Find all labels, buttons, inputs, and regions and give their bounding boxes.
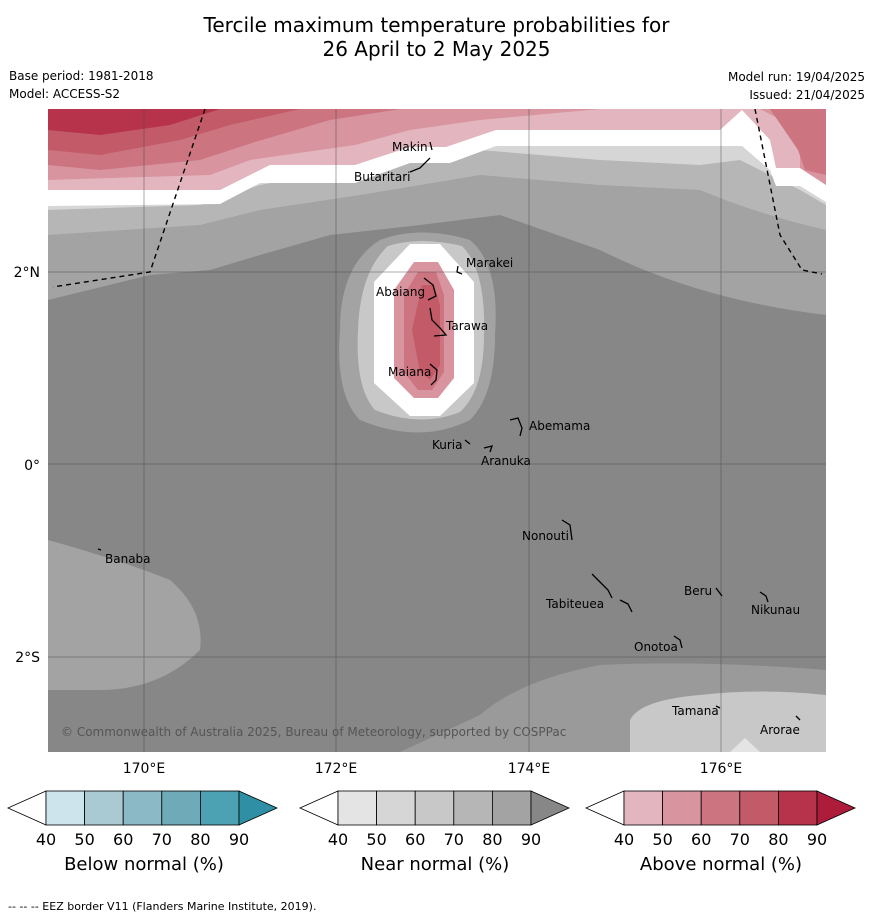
place-label: Butaritari xyxy=(354,170,411,184)
map-title-line1: Tercile maximum temperature probabilitie… xyxy=(203,13,670,37)
colorbar-segment xyxy=(161,790,201,826)
place-label: Tabiteuea xyxy=(545,597,604,611)
above-normal-70-east xyxy=(770,109,826,175)
lon-label: 174°E xyxy=(508,761,551,777)
banaba-lighter-area xyxy=(48,540,201,690)
colorbar-segment xyxy=(414,790,455,826)
colorbar-tick-label: 80 xyxy=(482,830,502,849)
place-label: Tamana xyxy=(671,704,719,718)
lat-label: 2°N xyxy=(14,265,40,281)
colorbar-tick-label: 60 xyxy=(691,830,711,849)
lat-label: 2°S xyxy=(15,650,40,666)
place-label: Onotoa xyxy=(634,640,678,654)
above-normal-90-band xyxy=(48,109,220,135)
lat-label: 0° xyxy=(24,458,40,474)
colorbar-tick-label: 50 xyxy=(652,830,672,849)
colorbar-tick-label: 50 xyxy=(74,830,94,849)
colorbar-tick-label: 50 xyxy=(366,830,386,849)
colorbar-tick-label: 40 xyxy=(328,830,348,849)
place-label: Kuria xyxy=(432,438,463,452)
eez-border-west xyxy=(52,109,206,288)
map-area: Makin Butaritari Marakei Abaiang Tarawa … xyxy=(48,109,826,752)
graticule xyxy=(48,109,826,752)
map-title-line2: 26 April to 2 May 2025 xyxy=(322,37,551,61)
eez-footnote: -- -- -- EEZ border V11 (Flanders Marine… xyxy=(8,900,317,913)
colorbar-extend-low xyxy=(299,790,339,826)
lon-label: 176°E xyxy=(700,761,743,777)
colorbar-extend-high xyxy=(238,790,278,826)
colorbar-segment xyxy=(45,790,85,826)
colorbar-segment xyxy=(700,790,741,826)
place-label: Aranuka xyxy=(481,454,531,468)
colorbar-near-normal: 40 50 60 70 80 90 xyxy=(299,790,570,849)
place-labels: Makin Butaritari Marakei Abaiang Tarawa … xyxy=(105,140,800,737)
colorbar-segment xyxy=(739,790,779,826)
colorbar-segment xyxy=(778,790,818,826)
colorbar-segment xyxy=(376,790,416,826)
colorbar-label-near: Near normal (%) xyxy=(360,854,510,875)
colorbar-tick-label: 90 xyxy=(807,830,827,849)
place-label: Nikunau xyxy=(751,603,800,617)
eez-border-east xyxy=(754,109,823,275)
colorbar-segment xyxy=(122,790,163,826)
colorbar-label-below: Below normal (%) xyxy=(64,854,224,875)
issued-date: Issued: 21/04/2025 xyxy=(749,88,865,102)
lon-label: 170°E xyxy=(123,761,166,777)
colorbar-segment xyxy=(84,790,124,826)
colorbar-above-normal: 40 50 60 70 80 90 xyxy=(585,790,856,849)
base-period: Base period: 1981-2018 xyxy=(9,69,154,83)
place-label: Marakei xyxy=(466,256,513,270)
colorbar-tick-label: 60 xyxy=(405,830,425,849)
copyright-text: © Commonwealth of Australia 2025, Bureau… xyxy=(61,725,566,739)
model-run: Model run: 19/04/2025 xyxy=(727,70,865,84)
colorbar-segment xyxy=(199,790,240,826)
colorbar-tick-label: 70 xyxy=(730,830,750,849)
model-name: Model: ACCESS-S2 xyxy=(9,87,121,101)
colorbar-tick-label: 90 xyxy=(521,830,541,849)
colorbar-extend-low xyxy=(585,790,625,826)
colorbar-segment xyxy=(491,790,532,826)
colorbar-tick-label: 80 xyxy=(768,830,788,849)
lon-label: 172°E xyxy=(315,761,358,777)
colorbar-segment xyxy=(453,790,493,826)
colorbar-tick-label: 40 xyxy=(36,830,56,849)
colorbar-extend-high xyxy=(816,790,856,826)
colorbar-segment xyxy=(623,790,663,826)
axis-labels: 2°N 0° 2°S 170°E 172°E 174°E 176°E xyxy=(14,265,743,777)
southeast-50-spot xyxy=(730,738,760,752)
colorbar-tick-label: 80 xyxy=(190,830,210,849)
island-outlines xyxy=(97,141,801,721)
place-label: Abaiang xyxy=(376,285,425,299)
place-label: Makin xyxy=(392,140,428,154)
southeast-60-area xyxy=(630,691,826,752)
place-label: Maiana xyxy=(388,365,431,379)
place-label: Abemama xyxy=(529,419,590,433)
place-label: Beru xyxy=(684,584,712,598)
colorbar-segment xyxy=(337,790,377,826)
colorbar-tick-label: 70 xyxy=(444,830,464,849)
colorbar-label-above: Above normal (%) xyxy=(639,854,803,875)
place-label: Arorae xyxy=(760,723,800,737)
above-normal-80-core xyxy=(412,285,440,380)
colorbar-segment xyxy=(662,790,702,826)
place-label: Tarawa xyxy=(445,319,488,333)
colorbar-tick-label: 40 xyxy=(614,830,634,849)
place-label: Banaba xyxy=(105,552,151,566)
place-label: Nonouti xyxy=(522,529,569,543)
colorbar-tick-label: 70 xyxy=(152,830,172,849)
colorbar-below-normal: 40 50 60 70 80 90 xyxy=(7,790,278,849)
colorbar-tick-label: 90 xyxy=(229,830,249,849)
colorbar-tick-label: 60 xyxy=(113,830,133,849)
colorbar-extend-low xyxy=(7,790,47,826)
colorbar-extend-high xyxy=(530,790,570,826)
